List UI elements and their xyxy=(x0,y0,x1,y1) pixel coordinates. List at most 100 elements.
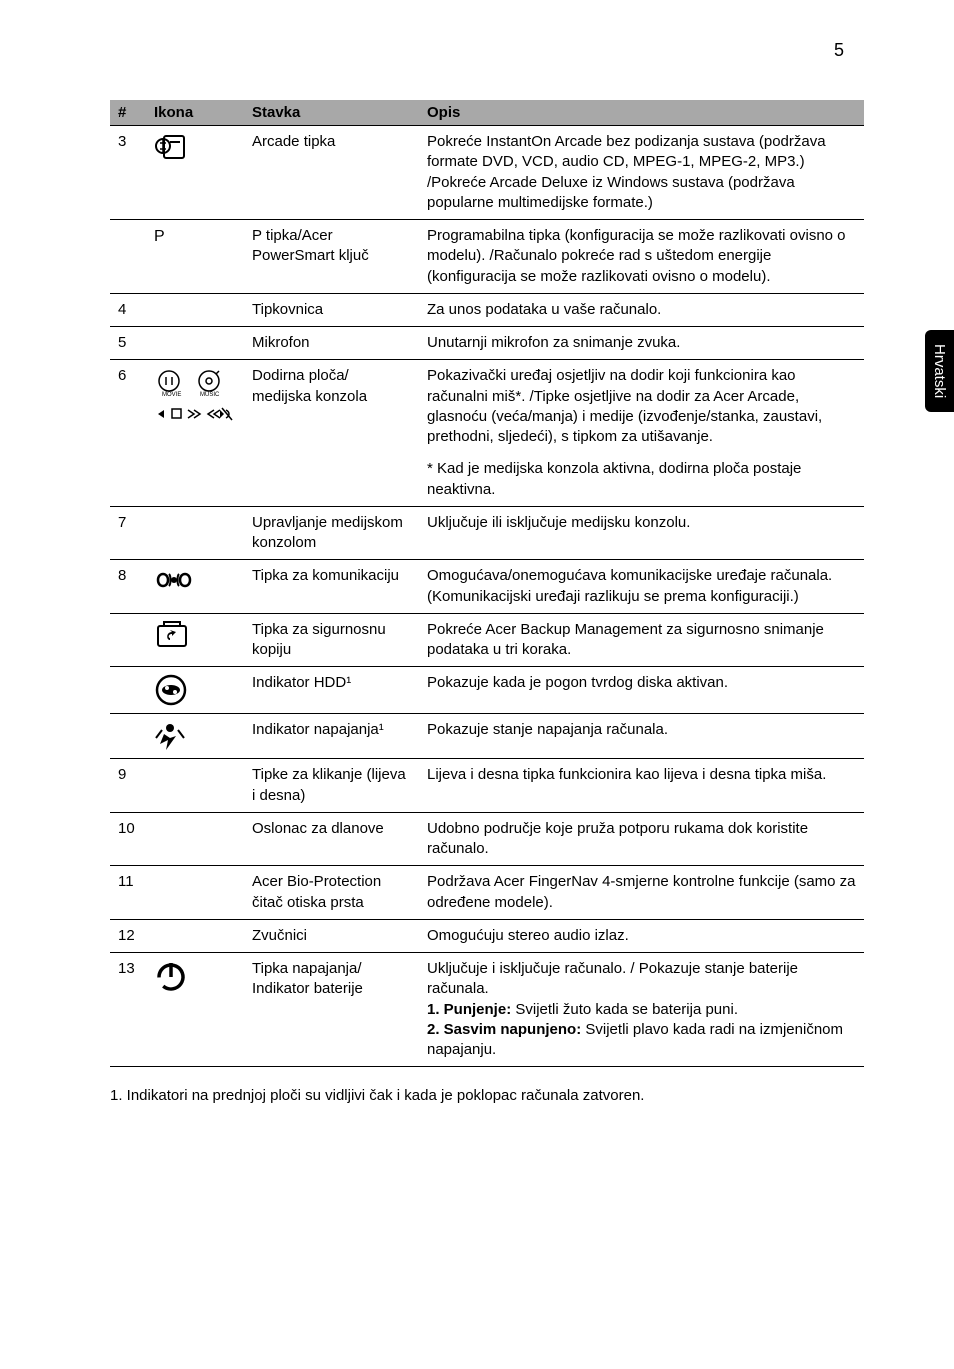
footnote: 1. Indikatori na prednjoj ploči su vidlj… xyxy=(110,1087,864,1104)
power-indicator-icon xyxy=(154,720,236,752)
cell-num: 9 xyxy=(110,759,146,813)
cell-stavka: Tipka za sigurnosnu kopiju xyxy=(244,613,419,667)
cell-stavka xyxy=(244,453,419,506)
table-row: Indikator HDD¹ Pokazuje kada je pogon tv… xyxy=(110,667,864,714)
cell-stavka: Tipka napajanja/ Indikator baterije xyxy=(244,953,419,1067)
col-ikona: Ikona xyxy=(146,100,244,126)
cell-icon xyxy=(146,293,244,326)
cell-num: 13 xyxy=(110,953,146,1067)
cell-num xyxy=(110,714,146,759)
cell-stavka: Tipkovnica xyxy=(244,293,419,326)
svg-text:MUSIC: MUSIC xyxy=(200,392,220,398)
cell-stavka: Zvučnici xyxy=(244,919,419,952)
cell-icon xyxy=(146,560,244,614)
opis-text: Uključuje i isključuje računalo. / Pokaz… xyxy=(427,960,798,997)
cell-opis: Pokazuje kada je pogon tvrdog diska akti… xyxy=(419,667,864,714)
cell-icon xyxy=(146,953,244,1067)
table-row: 4 Tipkovnica Za unos podataka u vaše rač… xyxy=(110,293,864,326)
cell-opis: Pokreće Acer Backup Management za sigurn… xyxy=(419,613,864,667)
table-row: Indikator napajanja¹ Pokazuje stanje nap… xyxy=(110,714,864,759)
cell-stavka: Indikator napajanja¹ xyxy=(244,714,419,759)
cell-stavka: Mikrofon xyxy=(244,327,419,360)
cell-icon xyxy=(146,453,244,506)
cell-icon xyxy=(146,812,244,866)
cell-opis: Podržava Acer FingerNav 4-smjerne kontro… xyxy=(419,866,864,920)
table-row: 9 Tipke za klikanje (lijeva i desna) Lij… xyxy=(110,759,864,813)
cell-icon xyxy=(146,613,244,667)
table-row: 3 Arcade tipka Pokreće InstantOn Arcade … xyxy=(110,126,864,220)
table-row: 10 Oslonac za dlanove Udobno područje ko… xyxy=(110,812,864,866)
cell-opis: Omogućava/onemogućava komunikacijske ure… xyxy=(419,560,864,614)
cell-icon xyxy=(146,919,244,952)
cell-num: 8 xyxy=(110,560,146,614)
cell-icon xyxy=(146,506,244,560)
cell-stavka: Tipke za klikanje (lijeva i desna) xyxy=(244,759,419,813)
cell-icon xyxy=(146,667,244,714)
opis-text: Svijetli žuto kada se baterija puni. xyxy=(511,1001,738,1018)
cell-opis: Udobno područje koje pruža potporu rukam… xyxy=(419,812,864,866)
language-tab: Hrvatski xyxy=(925,330,954,412)
bold-label: 1. Punjenje: xyxy=(427,1001,511,1018)
cell-num: 11 xyxy=(110,866,146,920)
media-control-icon: MOVIE MUSIC xyxy=(154,366,236,426)
cell-opis: Uključuje i isključuje računalo. / Pokaz… xyxy=(419,953,864,1067)
table-row: P P tipka/Acer PowerSmart ključ Programa… xyxy=(110,220,864,294)
cell-num: 12 xyxy=(110,919,146,952)
cell-num xyxy=(110,613,146,667)
cell-icon xyxy=(146,866,244,920)
cell-num: 5 xyxy=(110,327,146,360)
cell-opis: Pokazuje stanje napajanja računala. xyxy=(419,714,864,759)
cell-opis: Pokreće InstantOn Arcade bez podizanja s… xyxy=(419,126,864,220)
table-row: * Kad je medijska konzola aktivna, dodir… xyxy=(110,453,864,506)
cell-opis: Programabilna tipka (konfiguracija se mo… xyxy=(419,220,864,294)
cell-num xyxy=(110,220,146,294)
table-row: 6 MOVIE MUSIC xyxy=(110,360,864,454)
cell-stavka: Acer Bio-Protection čitač otiska prsta xyxy=(244,866,419,920)
table-row: Tipka za sigurnosnu kopiju Pokreće Acer … xyxy=(110,613,864,667)
cell-opis: Za unos podataka u vaše računalo. xyxy=(419,293,864,326)
table-row: 8 Tipka za komunikaciju Omogućava/onemog… xyxy=(110,560,864,614)
cell-opis: Omogućuju stereo audio izlaz. xyxy=(419,919,864,952)
cell-stavka: Indikator HDD¹ xyxy=(244,667,419,714)
page-number: 5 xyxy=(834,40,844,61)
table-row: 7 Upravljanje medijskom konzolom Uključu… xyxy=(110,506,864,560)
spec-table: # Ikona Stavka Opis 3 Arcade tipka Pokre… xyxy=(110,100,864,1067)
cell-num: 4 xyxy=(110,293,146,326)
cell-stavka: Tipka za komunikaciju xyxy=(244,560,419,614)
backup-icon xyxy=(154,620,236,650)
table-row: 13 Tipka napajanja/ Indikator baterije U… xyxy=(110,953,864,1067)
cell-opis: Pokazivački uređaj osjetljiv na dodir ko… xyxy=(419,360,864,454)
cell-icon xyxy=(146,126,244,220)
cell-stavka: Upravljanje medijskom konzolom xyxy=(244,506,419,560)
table-header-row: # Ikona Stavka Opis xyxy=(110,100,864,126)
cell-stavka: Arcade tipka xyxy=(244,126,419,220)
cell-icon xyxy=(146,327,244,360)
cell-icon: MOVIE MUSIC xyxy=(146,360,244,454)
cell-num: 6 xyxy=(110,360,146,454)
cell-stavka: P tipka/Acer PowerSmart ključ xyxy=(244,220,419,294)
cell-icon xyxy=(146,759,244,813)
table-row: 5 Mikrofon Unutarnji mikrofon za snimanj… xyxy=(110,327,864,360)
cell-opis: Uključuje ili isključuje medijsku konzol… xyxy=(419,506,864,560)
cell-opis: Lijeva i desna tipka funkcionira kao lij… xyxy=(419,759,864,813)
col-opis: Opis xyxy=(419,100,864,126)
cell-num xyxy=(110,453,146,506)
wireless-icon xyxy=(154,566,236,594)
cell-opis: Unutarnji mikrofon za snimanje zvuka. xyxy=(419,327,864,360)
cell-num: 10 xyxy=(110,812,146,866)
col-num: # xyxy=(110,100,146,126)
arcade-icon xyxy=(154,132,236,162)
cell-icon xyxy=(146,714,244,759)
cell-stavka: Dodirna ploča/ medijska konzola xyxy=(244,360,419,454)
hdd-icon xyxy=(154,673,236,707)
bold-label: 2. Sasvim napunjeno: xyxy=(427,1021,581,1038)
table-row: 11 Acer Bio-Protection čitač otiska prst… xyxy=(110,866,864,920)
cell-stavka: Oslonac za dlanove xyxy=(244,812,419,866)
cell-opis: * Kad je medijska konzola aktivna, dodir… xyxy=(419,453,864,506)
cell-num xyxy=(110,667,146,714)
svg-text:MOVIE: MOVIE xyxy=(162,392,181,398)
cell-num: 7 xyxy=(110,506,146,560)
col-stavka: Stavka xyxy=(244,100,419,126)
cell-num: 3 xyxy=(110,126,146,220)
table-row: 12 Zvučnici Omogućuju stereo audio izlaz… xyxy=(110,919,864,952)
